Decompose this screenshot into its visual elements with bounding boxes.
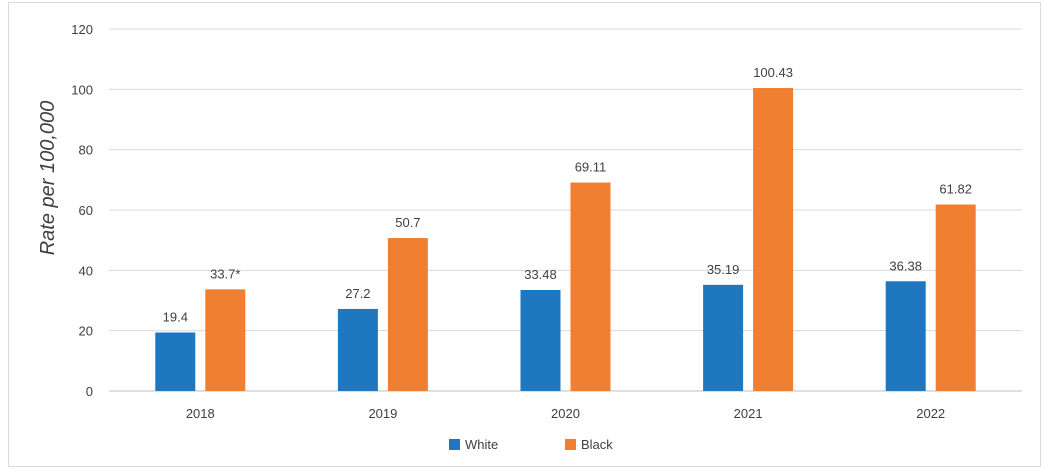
data-label: 69.11	[575, 160, 607, 175]
bar-black-2021	[753, 88, 794, 391]
data-label: 35.19	[707, 262, 740, 277]
legend-swatch-black	[565, 439, 576, 450]
y-tick-label: 120	[71, 22, 93, 37]
y-tick-label: 80	[79, 143, 93, 158]
bar-white-2022	[885, 281, 926, 391]
bar-white-2019	[337, 308, 378, 391]
data-label: 33.7*	[210, 266, 240, 281]
y-tick-label: 100	[71, 82, 93, 97]
legend-label: White	[465, 437, 498, 452]
x-axis-ticks: 2018 2019 2020 2021 2022	[186, 406, 945, 421]
bar-black-2019	[387, 238, 428, 391]
x-tick-label: 2022	[916, 406, 945, 421]
y-tick-label: 40	[79, 263, 93, 278]
y-tick-label: 0	[86, 384, 93, 399]
y-tick-label: 60	[79, 203, 93, 218]
bar-black-2018	[205, 289, 246, 391]
legend-label: Black	[581, 437, 613, 452]
bar-white-2021	[703, 284, 744, 391]
data-label: 61.82	[939, 182, 972, 197]
x-tick-label: 2018	[186, 406, 215, 421]
data-label: 19.4	[163, 309, 188, 324]
x-tick-label: 2019	[368, 406, 397, 421]
data-label: 33.48	[524, 267, 557, 282]
x-tick-label: 2021	[734, 406, 763, 421]
legend-swatch-white	[449, 439, 460, 450]
bar-chart: 0 20 40 60 80 100 120 19.4 33.7* 27.2 50.7 33.48 69…	[37, 22, 1022, 452]
gridlines	[109, 28, 1022, 392]
data-label: 27.2	[345, 286, 370, 301]
bars	[155, 88, 976, 391]
legend: White Black	[449, 437, 613, 452]
y-axis-ticks: 0 20 40 60 80 100 120	[71, 22, 93, 399]
bar-white-2020	[520, 290, 561, 391]
data-label: 100.43	[753, 65, 793, 80]
y-tick-label: 20	[79, 324, 93, 339]
data-label: 36.38	[889, 258, 922, 273]
bar-black-2020	[570, 182, 611, 391]
data-labels: 19.4 33.7* 27.2 50.7 33.48 69.11 35.19 100.43 36…	[163, 65, 972, 324]
data-label: 50.7	[395, 215, 420, 230]
bar-black-2022	[935, 204, 976, 391]
y-axis-title: Rate per 100,000	[37, 101, 59, 256]
bar-white-2018	[155, 332, 196, 391]
x-tick-label: 2020	[551, 406, 580, 421]
chart-frame: 0 20 40 60 80 100 120 19.4 33.7* 27.2 50.7 33.48 69…	[8, 2, 1041, 467]
